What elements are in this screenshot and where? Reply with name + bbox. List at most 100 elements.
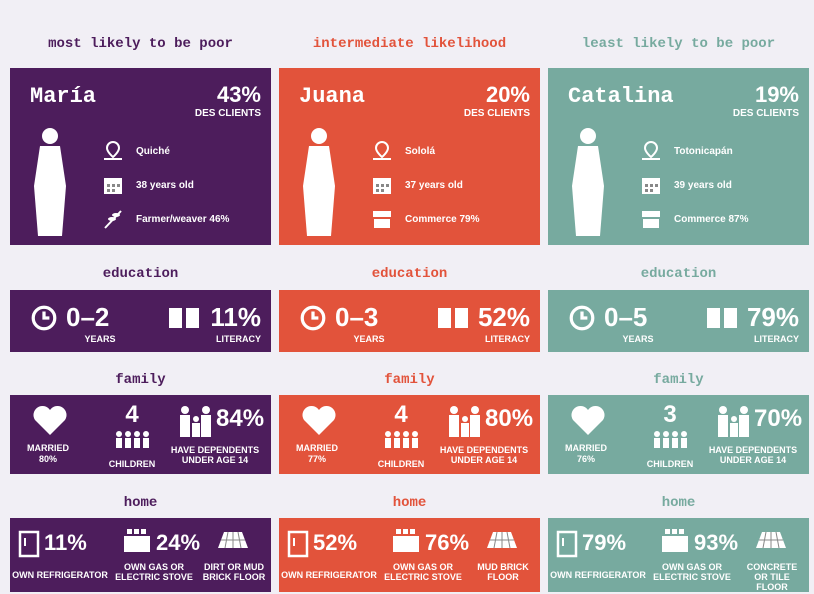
icon-part: [180, 406, 211, 437]
icon-part: [650, 184, 653, 187]
refrigerator: 52%: [313, 530, 357, 556]
icon-part: [104, 158, 122, 160]
refrigerator: 79%: [582, 530, 626, 556]
education-card: 0–2YEARS11%LITERACY: [10, 290, 271, 352]
icon-person: [28, 126, 73, 241]
icon-part: [20, 532, 38, 556]
home-card: 11%OWN REFRIGERATOR24%OWN GAS OR ELECTRI…: [10, 518, 271, 592]
icon-clock: [30, 304, 58, 332]
icon-part: [125, 431, 131, 437]
children-label: CHILDREN: [102, 459, 162, 469]
dependents-label: HAVE DEPENDENTS UNDER AGE 14: [165, 445, 265, 465]
icon-shop: [640, 208, 662, 230]
dependents: 70%: [754, 405, 802, 433]
icon-clock: [568, 304, 596, 332]
icon-part: [385, 431, 391, 437]
icon-wheat: [102, 208, 124, 230]
icon-floor: [485, 530, 519, 550]
icon-stove: [391, 526, 421, 554]
children: 4: [379, 401, 423, 429]
icon-heart: [32, 405, 68, 437]
profile-card: Catalina19%DES CLIENTSTotonicapán39 year…: [548, 68, 809, 245]
years-of-school: 0–3: [335, 302, 378, 333]
icon-part: [376, 142, 388, 157]
icon-part: [471, 406, 479, 414]
icon-part: [470, 415, 480, 437]
icon-part: [107, 184, 110, 187]
dependents: 84%: [216, 405, 264, 433]
icon-part: [571, 406, 604, 435]
section-heading: home: [279, 495, 540, 511]
icon-part: [313, 312, 318, 318]
icon-part: [462, 416, 468, 422]
refrigerator-label: OWN REFRIGERATOR: [550, 570, 646, 580]
floor-label: CONCRETE OR TILE FLOOR: [740, 562, 804, 592]
icon-part: [192, 423, 200, 437]
client-share: 20%: [486, 82, 530, 108]
icon-cal: [371, 174, 393, 196]
literacy: 11%: [210, 302, 261, 333]
section-heading: least likely to be poor: [548, 36, 809, 52]
icon-part: [381, 189, 384, 192]
icon-part: [731, 416, 737, 422]
icon-part: [654, 431, 660, 437]
refrigerator-label: OWN REFRIGERATOR: [281, 570, 377, 580]
stove-label: OWN GAS OR ELECTRIC STOVE: [652, 562, 732, 582]
married: 77%: [287, 454, 347, 464]
icon-part: [449, 415, 459, 437]
icon-part: [403, 438, 409, 448]
icon-part: [672, 438, 678, 448]
icon-part: [112, 189, 115, 192]
refrigerator-label: OWN REFRIGERATOR: [12, 570, 108, 580]
icon-part: [116, 431, 149, 448]
profile-occupation: Commerce 87%: [674, 214, 748, 225]
icon-part: [663, 431, 669, 437]
icon-part: [410, 529, 415, 534]
icon-part: [107, 142, 119, 157]
children-label: CHILDREN: [640, 459, 700, 469]
stove-label: OWN GAS OR ELECTRIC STOVE: [383, 562, 463, 582]
icon-part: [302, 406, 335, 435]
profile-location: Totonicapán: [674, 146, 733, 157]
icon-clock: [299, 304, 327, 332]
icon-cal: [102, 174, 124, 196]
icon-part: [719, 406, 727, 414]
icon-pin: [371, 140, 393, 162]
icon-part: [376, 184, 379, 187]
icon-part: [116, 431, 122, 437]
icon-part: [117, 184, 120, 187]
client-share: 43%: [217, 82, 261, 108]
client-share-label: DES CLIENTS: [733, 108, 799, 119]
children-label: CHILDREN: [371, 459, 431, 469]
icon-part: [42, 128, 58, 144]
section-heading: family: [548, 372, 809, 388]
icon-family: [178, 405, 214, 439]
client-share: 19%: [755, 82, 799, 108]
icon-part: [108, 217, 116, 221]
icon-part: [645, 189, 648, 192]
profile-location: Quiché: [136, 146, 170, 157]
icon-part: [373, 158, 391, 160]
stove: 24%: [156, 530, 200, 556]
icon-book: [704, 304, 740, 330]
family-card: MARRIED77%4CHILDREN80%HAVE DEPENDENTS UN…: [279, 395, 540, 474]
section-heading: intermediate likelihood: [279, 36, 540, 52]
stove-label: OWN GAS OR ELECTRIC STOVE: [114, 562, 194, 582]
icon-part: [655, 184, 658, 187]
icon-part: [707, 308, 737, 328]
icon-part: [645, 184, 648, 187]
icon-part: [412, 431, 418, 437]
icon-fridge: [556, 530, 578, 558]
icon-part: [303, 146, 335, 236]
page: {"columns": [ {"heading": "most likely t…: [0, 0, 814, 594]
icon-part: [193, 416, 199, 422]
icon-part: [134, 431, 140, 437]
icon-part: [662, 536, 688, 552]
icon-part: [202, 406, 210, 414]
profile-location: Sololá: [405, 146, 435, 157]
